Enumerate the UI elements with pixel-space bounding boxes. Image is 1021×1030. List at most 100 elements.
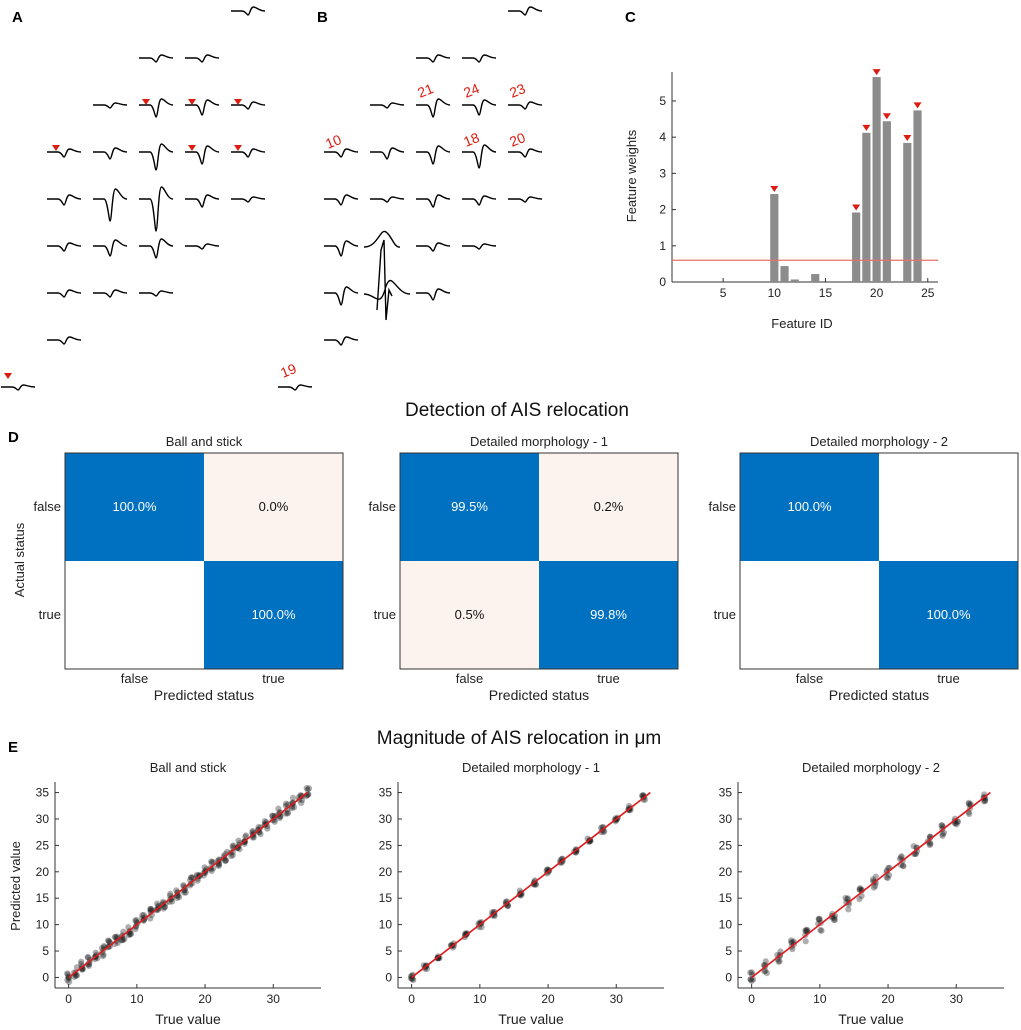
panel-b-waveform (416, 288, 451, 301)
scatter-xtick-label: 20 (541, 992, 555, 1006)
scatter-point (640, 796, 647, 803)
confusion-xlabel: Predicted status (489, 687, 589, 703)
scatter-xlabel: True value (838, 1011, 904, 1027)
scatter-point (147, 915, 154, 922)
panel-b-waveform (462, 54, 497, 63)
confusion-cell-value: 0.0% (259, 499, 289, 514)
scatter-point (234, 844, 241, 852)
scatter-point (763, 970, 770, 977)
scatter-point (762, 967, 769, 974)
scatter-point (775, 958, 782, 965)
scatter-ytick-label: 0 (725, 970, 732, 984)
scatter-point (181, 889, 188, 896)
scatter-point (99, 952, 107, 960)
scatter-point (600, 824, 607, 831)
scatter-xtick-label: 10 (130, 992, 144, 1006)
panel-b-waveform (324, 286, 359, 306)
waveform-label-10: 10 (323, 131, 344, 152)
scatter-point (748, 977, 755, 985)
scatter-point (85, 962, 93, 970)
scatter-point (450, 940, 457, 947)
panel-a-waveform (93, 289, 128, 298)
scatter-point (66, 978, 73, 986)
scatter-point (113, 935, 121, 942)
scatter-point (802, 938, 809, 945)
scatter-point (276, 814, 283, 822)
panel-b-waveform (370, 147, 405, 160)
scatter-point (776, 958, 783, 965)
confusion-xlabel: Predicted status (829, 687, 929, 703)
scatter-point (448, 942, 455, 949)
confusion-cell (539, 561, 678, 669)
panel-a-waveform (139, 290, 174, 297)
selected-channel-marker (234, 99, 242, 105)
scatter-point (748, 969, 755, 976)
panel-a-waveform (93, 102, 128, 109)
confusion-xlabel: Predicted status (154, 687, 254, 703)
panel-a-waveforms (1, 6, 266, 391)
scatter-xtick-label: 20 (198, 992, 212, 1006)
confusion-col-label: true (597, 671, 619, 686)
scatter-point (121, 935, 128, 943)
scatter-ytick-label: 20 (719, 865, 733, 879)
scatter-point (478, 924, 485, 931)
scatter-point (215, 862, 222, 870)
selected-feature-marker (862, 124, 871, 131)
selected-channel-marker (4, 373, 12, 379)
scatter-point (761, 968, 768, 975)
scatter-ytick-label: 10 (36, 918, 50, 932)
panel-b-waveform (416, 242, 451, 252)
scatter-point (982, 797, 989, 805)
scatter-point (872, 873, 879, 880)
panel-a-waveform (93, 147, 128, 160)
panel-a-waveform (93, 239, 128, 257)
scatter-point (222, 858, 229, 865)
scatter-title: Ball and stick (150, 760, 227, 775)
scatter-point (126, 930, 133, 938)
scatter-point (516, 891, 524, 899)
confusion-matrix-frame (64, 452, 344, 670)
scatter-point (187, 874, 195, 881)
panel-a-waveform (231, 148, 266, 158)
scatter-point (154, 900, 161, 907)
scatter-point (815, 915, 822, 922)
scatter-point (927, 840, 934, 848)
confusion-matrix-title: Detailed morphology - 1 (470, 434, 608, 449)
scatter-point (587, 837, 594, 844)
panel-b-waveform (416, 194, 451, 208)
scatter-point (203, 866, 210, 873)
scatter-point (235, 837, 242, 844)
scatter-xtick-label: 20 (881, 992, 895, 1006)
confusion-cell-value: 100.0% (112, 499, 157, 514)
panel-letter-b: B (317, 9, 328, 26)
scatter-point (271, 818, 278, 825)
scatter-point (900, 863, 907, 870)
scatter-point (885, 864, 892, 871)
scatter-point (139, 912, 146, 919)
scatter-point (518, 890, 525, 897)
scatter-point (897, 854, 905, 861)
scatter-ytick-label: 10 (379, 918, 393, 932)
panel-b-waveform (324, 240, 359, 257)
scatter-point (208, 859, 215, 866)
panel-a-waveform (231, 196, 266, 203)
panel-a-waveform (139, 238, 174, 259)
waveform-label-21: 21 (415, 80, 436, 101)
panel-b-large-waveform (363, 279, 411, 300)
panel-b-waveform (324, 194, 359, 206)
scatter-ytick-label: 5 (42, 944, 49, 958)
selected-feature-marker (913, 102, 922, 109)
scatter-point (100, 942, 108, 950)
panel-d-ylabel: Actual status (12, 522, 27, 597)
scatter-point (222, 857, 230, 864)
panel-b-waveform (416, 98, 451, 118)
scatter-point (257, 831, 264, 838)
selected-feature-marker (872, 69, 881, 76)
feature-bar-23 (903, 142, 912, 282)
scatter-point (194, 873, 201, 880)
scatter-point (147, 905, 154, 912)
scatter-point (275, 805, 282, 812)
scatter-ytick-label: 10 (719, 918, 733, 932)
scatter-point (965, 799, 972, 806)
panel-a-waveform (47, 148, 82, 158)
